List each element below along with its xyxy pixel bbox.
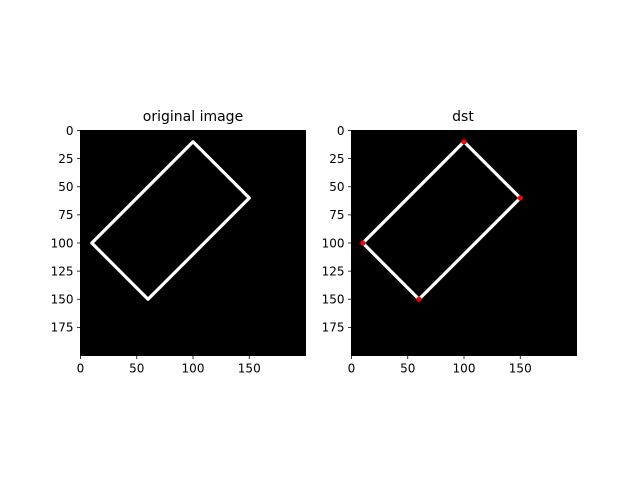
x-tick-label: 50: [400, 362, 415, 376]
corner-marker: [360, 240, 366, 246]
x-tick-label: 0: [348, 362, 356, 376]
y-axis: 0 25 50 75 100 125 150 175: [322, 124, 352, 335]
panel-title: dst: [452, 109, 474, 125]
marks-layer: [90, 140, 251, 301]
corner-marker: [416, 296, 422, 302]
x-tick-label: 100: [182, 362, 205, 376]
panel-original-image: original image 0 50 100 150 0 25 50 75 100 125 15…: [51, 109, 306, 376]
y-tick-label: 25: [329, 152, 344, 166]
image-area: [351, 130, 577, 356]
marks-layer: [360, 139, 523, 302]
y-tick-label: 150: [322, 293, 345, 307]
y-axis: 0 25 50 75 100 125 150 175: [51, 124, 81, 335]
y-tick-label: 150: [51, 293, 74, 307]
corner-marker: [461, 139, 467, 145]
x-tick-label: 50: [129, 362, 144, 376]
y-tick-label: 25: [58, 152, 73, 166]
x-tick-label: 150: [238, 362, 261, 376]
panel-title: original image: [143, 109, 243, 125]
y-tick-label: 50: [329, 180, 344, 194]
image-area: [80, 130, 306, 356]
x-axis: 0 50 100 150: [348, 355, 532, 376]
y-tick-label: 75: [329, 208, 344, 222]
y-tick-label: 0: [66, 124, 74, 138]
y-tick-label: 175: [322, 321, 345, 335]
y-tick-label: 125: [322, 264, 345, 278]
x-tick-label: 100: [453, 362, 476, 376]
y-tick-label: 100: [51, 236, 74, 250]
x-tick-label: 0: [77, 362, 85, 376]
x-axis: 0 50 100 150: [77, 355, 261, 376]
panel-dst: dst 0 50 100 150 0 25 50 75 100 125 150 175: [322, 109, 577, 376]
x-tick-label: 150: [509, 362, 532, 376]
y-tick-label: 0: [337, 124, 345, 138]
y-tick-label: 50: [58, 180, 73, 194]
y-tick-label: 100: [322, 236, 345, 250]
corner-marker: [517, 195, 523, 201]
y-tick-label: 175: [51, 321, 74, 335]
y-tick-label: 125: [51, 264, 74, 278]
y-tick-label: 75: [58, 208, 73, 222]
rectangle-outline: [90, 140, 251, 301]
